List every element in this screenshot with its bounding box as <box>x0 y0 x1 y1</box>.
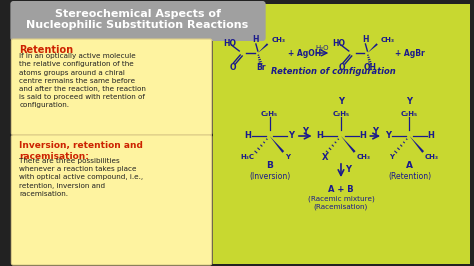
Text: H: H <box>245 131 252 140</box>
Text: Y: Y <box>288 131 294 140</box>
Text: Stereochemical Aspects of: Stereochemical Aspects of <box>55 9 220 19</box>
Text: H: H <box>428 131 434 140</box>
Text: CH₃: CH₃ <box>425 154 439 160</box>
Polygon shape <box>410 136 424 153</box>
Text: If in an optically active molecule
the relative configuration of the
atoms group: If in an optically active molecule the r… <box>19 53 146 109</box>
Text: Retention of configuration: Retention of configuration <box>271 68 395 77</box>
Text: (Retention): (Retention) <box>388 172 431 181</box>
FancyBboxPatch shape <box>10 1 265 41</box>
Text: There are three possibilities
whenever a reaction takes place
with optical activ: There are three possibilities whenever a… <box>19 158 143 197</box>
Text: + AgOH: + AgOH <box>288 48 321 57</box>
Text: (Inversion): (Inversion) <box>249 172 290 181</box>
FancyBboxPatch shape <box>11 39 212 135</box>
Text: A + B: A + B <box>328 185 354 194</box>
Text: H: H <box>359 131 366 140</box>
Text: Inversion, retention and
racemisation:: Inversion, retention and racemisation: <box>19 141 143 161</box>
Text: H₃C: H₃C <box>240 154 254 160</box>
Text: Y: Y <box>338 98 344 106</box>
Text: X: X <box>322 152 328 161</box>
Text: CH₃: CH₃ <box>356 154 371 160</box>
Text: Y: Y <box>302 127 308 135</box>
Text: C₂H₅: C₂H₅ <box>332 111 349 117</box>
Text: O: O <box>229 63 236 72</box>
Text: (Racemisation): (Racemisation) <box>314 204 368 210</box>
Text: Y: Y <box>389 154 394 160</box>
Text: CH₃: CH₃ <box>381 37 395 43</box>
Text: Br: Br <box>256 64 265 73</box>
Text: H₂O: H₂O <box>316 45 329 51</box>
Text: (Racemic mixture): (Racemic mixture) <box>308 196 374 202</box>
Polygon shape <box>258 43 268 53</box>
Text: HO: HO <box>223 39 236 48</box>
Polygon shape <box>367 43 378 53</box>
Text: Y: Y <box>406 98 412 106</box>
Text: OH: OH <box>364 64 377 73</box>
Text: CH₃: CH₃ <box>272 37 285 43</box>
Text: C₂H₅: C₂H₅ <box>401 111 418 117</box>
Text: Y: Y <box>285 154 290 160</box>
Polygon shape <box>270 136 284 153</box>
Text: HO: HO <box>333 39 346 48</box>
Text: + AgBr: + AgBr <box>395 48 425 57</box>
Text: Retention: Retention <box>19 45 73 55</box>
Text: Y: Y <box>372 127 378 135</box>
Text: B: B <box>266 161 273 171</box>
Text: H: H <box>362 35 369 44</box>
Text: H: H <box>316 131 323 140</box>
Text: Y: Y <box>345 165 351 174</box>
Text: C₂H₅: C₂H₅ <box>261 111 278 117</box>
FancyBboxPatch shape <box>11 135 212 265</box>
Text: Nucleophilic Substitution Reactions: Nucleophilic Substitution Reactions <box>27 20 249 30</box>
Text: A: A <box>406 161 413 171</box>
Text: O: O <box>339 63 345 72</box>
FancyBboxPatch shape <box>213 4 470 264</box>
Text: Y: Y <box>385 131 391 140</box>
Polygon shape <box>341 136 356 153</box>
Text: H: H <box>253 35 259 44</box>
